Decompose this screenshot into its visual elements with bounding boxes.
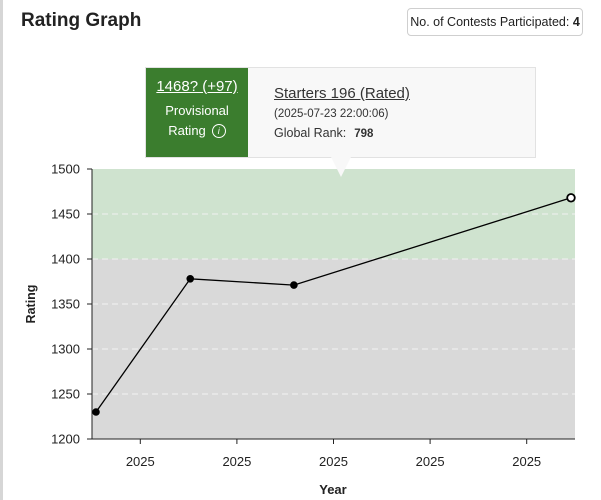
x-tick-label: 2025 xyxy=(319,454,348,469)
rating-status-line1: Provisional xyxy=(165,103,229,118)
rating-point[interactable] xyxy=(92,408,100,416)
contest-name-link[interactable]: Starters 196 (Rated) xyxy=(274,85,410,102)
contests-label: No. of Contests Participated: xyxy=(410,15,570,29)
contests-participated-badge: No. of Contests Participated: 4 xyxy=(407,8,583,36)
x-tick-label: 2025 xyxy=(416,454,445,469)
y-tick-label: 1350 xyxy=(51,297,80,312)
x-axis-label: Year xyxy=(319,482,346,497)
left-border xyxy=(0,0,3,500)
y-tick-label: 1200 xyxy=(51,432,80,447)
rating-badge: 1468? (+97) Provisional Rating i xyxy=(146,68,248,157)
y-tick-label: 1500 xyxy=(51,162,80,177)
y-tick-label: 1400 xyxy=(51,252,80,267)
contest-date: (2025-07-23 22:00:06) xyxy=(274,108,389,120)
x-tick-label: 2025 xyxy=(512,454,541,469)
x-tick-label: 2025 xyxy=(126,454,155,469)
rating-line xyxy=(95,197,572,413)
rating-point-selected[interactable] xyxy=(566,193,576,203)
y-tick-label: 1250 xyxy=(51,387,80,402)
rating-point[interactable] xyxy=(290,281,298,289)
global-rank: Global Rank: 798 xyxy=(274,126,374,140)
y-tick-label: 1300 xyxy=(51,342,80,357)
y-axis-label: Rating xyxy=(24,285,38,324)
page-title: Rating Graph xyxy=(21,10,142,31)
y-tick-label: 1450 xyxy=(51,207,80,222)
contest-tooltip: 1468? (+97) Provisional Rating i Starters… xyxy=(145,67,536,158)
contests-count: 4 xyxy=(572,15,580,29)
rating-value-link[interactable]: 1468? (+97) xyxy=(156,78,238,95)
x-tick-label: 2025 xyxy=(222,454,251,469)
rating-status-line2: Rating i xyxy=(146,123,248,138)
info-circle-icon[interactable]: i xyxy=(211,124,226,138)
tooltip-arrow xyxy=(331,157,351,177)
rating-point[interactable] xyxy=(186,275,195,283)
